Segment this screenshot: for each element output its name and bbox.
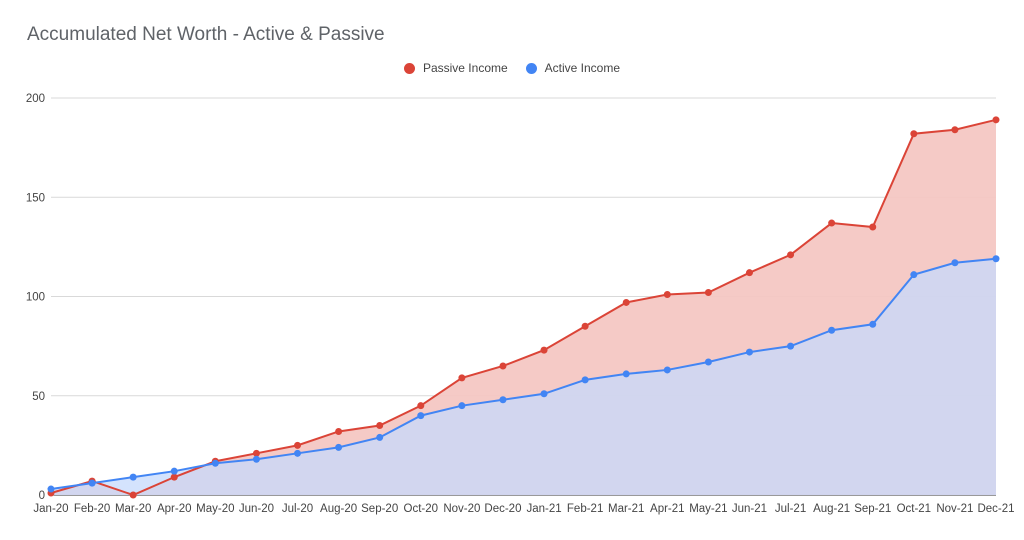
x-tick-label: Jul-21 <box>775 503 806 515</box>
data-point-active[interactable] <box>88 479 96 487</box>
x-tick-label: Oct-20 <box>404 503 439 515</box>
x-tick-label: Aug-20 <box>320 503 357 515</box>
data-point-active[interactable] <box>951 259 959 267</box>
data-point-passive[interactable] <box>663 291 671 299</box>
data-point-active[interactable] <box>992 255 1000 263</box>
x-tick-label: Sep-21 <box>854 503 891 515</box>
data-point-active[interactable] <box>458 402 466 410</box>
x-tick-label: Oct-21 <box>897 503 932 515</box>
data-point-passive[interactable] <box>828 219 836 227</box>
data-point-passive[interactable] <box>704 289 712 297</box>
data-point-passive[interactable] <box>787 251 795 259</box>
data-point-active[interactable] <box>294 449 302 457</box>
data-point-passive[interactable] <box>170 473 178 481</box>
data-point-active[interactable] <box>869 320 877 328</box>
x-tick-label: Nov-21 <box>936 503 973 515</box>
data-point-passive[interactable] <box>540 346 548 354</box>
legend-dot-passive <box>403 62 415 74</box>
legend-label-passive: Passive Income <box>422 61 508 75</box>
chart-title: Accumulated Net Worth - Active & Passive <box>27 24 385 45</box>
data-point-active[interactable] <box>910 271 918 279</box>
data-point-passive[interactable] <box>252 449 260 457</box>
data-point-active[interactable] <box>376 433 384 441</box>
x-tick-label: Jul-20 <box>282 503 313 515</box>
data-point-active[interactable] <box>540 390 548 398</box>
data-point-passive[interactable] <box>951 126 959 134</box>
data-point-passive[interactable] <box>745 269 753 277</box>
y-tick-label: 100 <box>26 292 45 304</box>
y-tick-label: 50 <box>32 391 45 403</box>
data-point-passive[interactable] <box>335 427 343 435</box>
data-point-passive[interactable] <box>622 298 630 306</box>
x-tick-label: May-20 <box>196 503 234 515</box>
data-point-active[interactable] <box>581 376 589 384</box>
legend-dot-active <box>525 62 537 74</box>
data-point-active[interactable] <box>335 443 343 451</box>
x-tick-label: Jun-21 <box>732 503 767 515</box>
data-point-active[interactable] <box>170 467 178 475</box>
x-tick-label: Jan-20 <box>33 503 68 515</box>
data-point-active[interactable] <box>622 370 630 378</box>
x-tick-label: Aug-21 <box>813 503 850 515</box>
data-point-active[interactable] <box>499 396 507 404</box>
x-tick-label: Apr-20 <box>157 503 192 515</box>
x-tick-label: Apr-21 <box>650 503 685 515</box>
legend-item-active[interactable]: Active Income <box>525 61 621 75</box>
data-point-active[interactable] <box>828 326 836 334</box>
data-point-active[interactable] <box>47 485 55 493</box>
x-tick-label: Sep-20 <box>361 503 398 515</box>
legend-label-active: Active Income <box>544 61 621 75</box>
x-tick-label: May-21 <box>689 503 727 515</box>
data-point-active[interactable] <box>663 366 671 374</box>
x-tick-label: Feb-21 <box>567 503 603 515</box>
x-tick-label: Mar-20 <box>115 503 151 515</box>
data-point-passive[interactable] <box>129 491 137 499</box>
data-point-active[interactable] <box>252 455 260 463</box>
legend: Passive Income Active Income <box>0 61 1024 75</box>
area-active <box>51 258 996 495</box>
data-point-active[interactable] <box>129 473 137 481</box>
series-line-active <box>50 257 997 491</box>
data-point-passive[interactable] <box>458 374 466 382</box>
data-point-active[interactable] <box>211 459 219 467</box>
y-tick-label: 150 <box>26 192 45 204</box>
data-point-passive[interactable] <box>499 362 507 370</box>
legend-item-passive[interactable]: Passive Income <box>403 61 508 75</box>
data-point-passive[interactable] <box>294 441 302 449</box>
x-tick-label: Dec-20 <box>484 503 521 515</box>
x-tick-label: Jun-20 <box>239 503 274 515</box>
x-tick-label: Dec-21 <box>977 503 1014 515</box>
data-point-passive[interactable] <box>376 422 384 430</box>
y-tick-label: 200 <box>26 93 45 105</box>
x-tick-label: Nov-20 <box>443 503 480 515</box>
data-point-passive[interactable] <box>910 130 918 138</box>
data-point-passive[interactable] <box>869 223 877 231</box>
data-point-active[interactable] <box>787 342 795 350</box>
data-point-passive[interactable] <box>992 116 1000 124</box>
data-point-active[interactable] <box>745 348 753 356</box>
data-point-passive[interactable] <box>581 322 589 330</box>
data-point-active[interactable] <box>704 358 712 366</box>
data-point-passive[interactable] <box>417 402 425 410</box>
x-tick-label: Mar-21 <box>608 503 644 515</box>
x-tick-label: Jan-21 <box>526 503 561 515</box>
x-tick-label: Feb-20 <box>74 503 110 515</box>
data-point-active[interactable] <box>417 412 425 420</box>
y-tick-label: 0 <box>39 490 45 502</box>
